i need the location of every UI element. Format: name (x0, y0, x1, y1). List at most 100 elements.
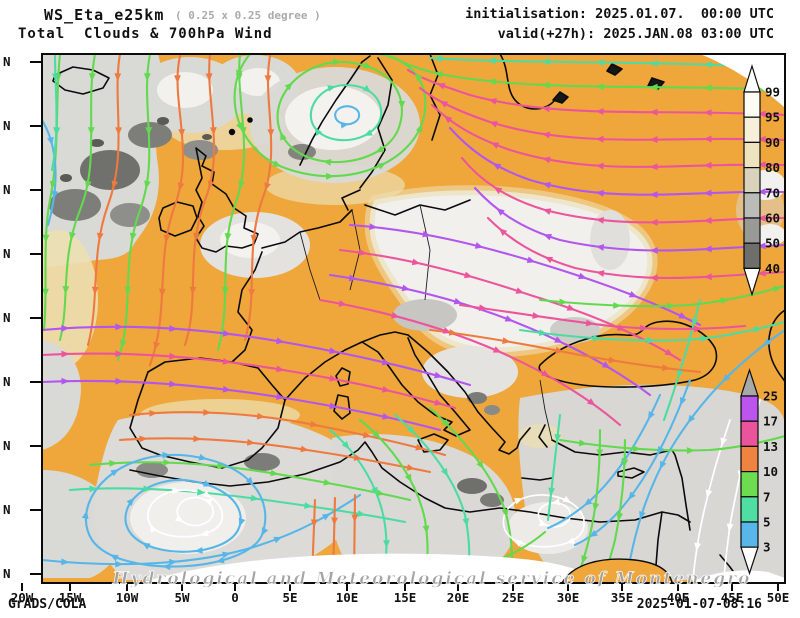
lon-axis-label: 30E (557, 590, 580, 605)
streamline-arrowhead (434, 399, 443, 406)
streamline-arrowhead (110, 469, 120, 477)
streamline-arrowhead (434, 71, 443, 78)
lon-axis-label: 20E (447, 590, 470, 605)
streamline-arrowhead (203, 499, 213, 506)
streamline-arrowhead (250, 234, 258, 244)
streamline-arrowhead (209, 127, 217, 136)
streamline-arrowhead (526, 256, 536, 264)
streamline-arrowhead (276, 337, 285, 345)
streamline-arrowhead (270, 469, 279, 477)
streamline-arrowhead (371, 486, 378, 496)
wind-colorbar-label: 17 (763, 414, 778, 429)
streamline-arrowhead (245, 476, 254, 486)
streamline-arrowhead (453, 297, 463, 305)
streamline-arrowhead (115, 377, 124, 385)
streamline-arrowhead (61, 377, 70, 385)
streamline-arrowhead (321, 513, 331, 521)
cloud-colorbar-label: 70 (765, 185, 780, 200)
streamline-arrowhead (703, 245, 712, 253)
streamline-arrowhead (314, 127, 322, 136)
streamline-arrowhead (222, 385, 232, 393)
streamline-arrowhead (657, 445, 665, 455)
streamline-arrowhead (61, 350, 70, 358)
streamline-arrowhead (169, 352, 178, 360)
streamline-arrowhead (61, 558, 70, 566)
wind-streamlines (42, 54, 785, 581)
streamline-arrowhead (284, 82, 293, 91)
streamline-arrowhead (753, 326, 762, 333)
streamline-arrowhead (584, 498, 593, 506)
streamline-arrowhead (501, 508, 509, 518)
streamline-arrowhead (434, 371, 443, 379)
lon-axis-label: 35E (611, 590, 634, 605)
streamline-arrowhead (175, 514, 184, 523)
streamline-arrowhead (448, 329, 458, 336)
streamline-arrowhead (595, 59, 604, 66)
streamline-arrowhead (442, 327, 452, 334)
streamline-arrowhead (203, 409, 212, 416)
cloud-colorbar-label: 50 (765, 236, 780, 251)
streamline-arrowhead (248, 288, 256, 298)
streamline-arrowhead (91, 286, 99, 295)
streamline-arrowhead (515, 287, 525, 294)
streamline-arrowhead (280, 131, 287, 141)
streamline-arrowhead (236, 69, 243, 79)
streamline-arrowhead (492, 346, 502, 353)
streamline-arrowhead (192, 232, 200, 241)
streamline-arrowhead (703, 273, 712, 281)
streamline-arrowhead (649, 136, 658, 143)
streamline-arrowhead (333, 58, 342, 66)
wind-colorbar-label: 5 (763, 515, 771, 530)
streamline-arrowhead (703, 217, 712, 224)
streamline-arrowhead (441, 419, 450, 428)
streamline-arrowhead (222, 357, 232, 365)
lon-axis-label: 50E (767, 590, 790, 605)
streamline-arrowhead (548, 487, 556, 496)
lon-axis-label: 5E (282, 590, 297, 605)
streamline-arrowhead (444, 115, 453, 124)
streamline-arrowhead (757, 188, 766, 196)
cloud-colorbar-label: 99 (765, 85, 780, 100)
streamline-arrowhead (250, 494, 259, 502)
streamline-arrowhead (578, 439, 588, 447)
lat-axis-label: N (3, 374, 11, 389)
streamline-arrowhead (513, 539, 523, 547)
streamline-arrowhead (216, 462, 226, 470)
cloud-cover-colorbar: 99 95 90 80 70 60 50 40 (743, 63, 780, 297)
lat-axis-label: N (3, 566, 11, 581)
coastlines (52, 54, 785, 579)
streamline-arrowhead (592, 334, 602, 342)
streamline-arrowhead (414, 72, 423, 82)
streamline-arrowhead (407, 425, 416, 434)
streamline-arrowhead (608, 356, 617, 364)
streamline-arrowhead (126, 497, 135, 506)
streamline-arrowhead (202, 490, 212, 498)
streamline-arrowhead (169, 325, 178, 332)
streamline-arrowhead (115, 560, 124, 568)
streamline-arrowhead (382, 413, 391, 420)
streamline-arrowhead (757, 135, 766, 143)
streamline-arrowhead (676, 369, 684, 379)
projection-edge-mask (140, 54, 785, 583)
streamline-arrowhead (84, 180, 92, 189)
streamline-arrowhead (555, 346, 564, 354)
streamline-arrowhead (489, 121, 498, 128)
streamline-arrowhead (757, 242, 766, 250)
streamline-arrowhead (649, 83, 658, 91)
streamline-arrowhead (89, 485, 98, 493)
streamline-arrowhead (720, 437, 728, 447)
streamline-arrowhead (363, 61, 372, 69)
lon-axis-label: 45E (721, 590, 744, 605)
streamline-arrowhead (693, 325, 702, 333)
streamline-arrowhead (246, 438, 256, 446)
streamline-arrowhead (178, 128, 185, 138)
streamline-arrowhead (110, 554, 119, 562)
lon-axis-label: 5W (174, 590, 190, 605)
streamline-arrowhead (327, 85, 336, 92)
streamline-arrowhead (462, 518, 470, 527)
streamline-arrowhead (757, 269, 766, 277)
streamline-arrowhead (415, 123, 423, 133)
streamline-arrowhead (264, 182, 271, 191)
streamline-arrowhead (256, 412, 266, 420)
streamline-arrowhead (51, 190, 59, 200)
